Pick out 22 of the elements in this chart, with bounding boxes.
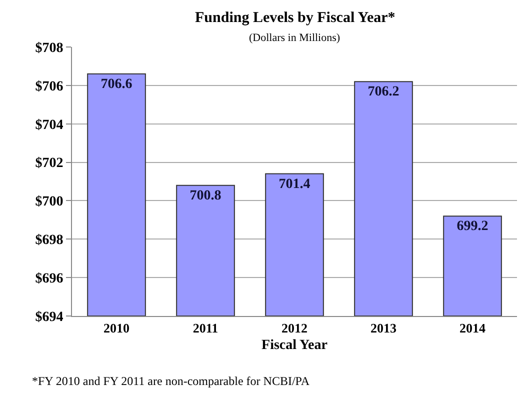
y-tick-label: $698 [35,233,64,248]
y-tick-label: $696 [35,271,64,286]
text: *FY 2010 and FY 2011 are non-comparable for NCBI/PA [32,374,310,388]
x-axis-title: Fiscal Year [262,338,328,353]
y-tick-label: $702 [35,156,64,172]
x-tick-label: 2011 [192,320,218,336]
y-tick-label: $708 [35,40,64,56]
x-tick-label: 2013 [370,320,397,336]
data-label: 706.6 [100,76,132,92]
data-label: 699.2 [456,219,488,234]
data-label: 700.8 [190,188,222,204]
y-tick-label: $694 [35,310,64,325]
data-label: 706.2 [368,84,400,100]
chart-subtitle: (Dollars in Millions) [249,32,340,44]
chart-title: Funding Levels by Fiscal Year* [195,10,396,26]
y-tick-label: $700 [35,194,64,210]
y-tick-label: $706 [35,79,64,94]
y-tick-label: $704 [35,118,64,133]
x-tick-label: 2014 [460,320,486,336]
data-label: 701.4 [278,176,310,192]
x-tick-label: 2012 [282,320,308,336]
x-tick-label: 2010 [104,320,130,336]
